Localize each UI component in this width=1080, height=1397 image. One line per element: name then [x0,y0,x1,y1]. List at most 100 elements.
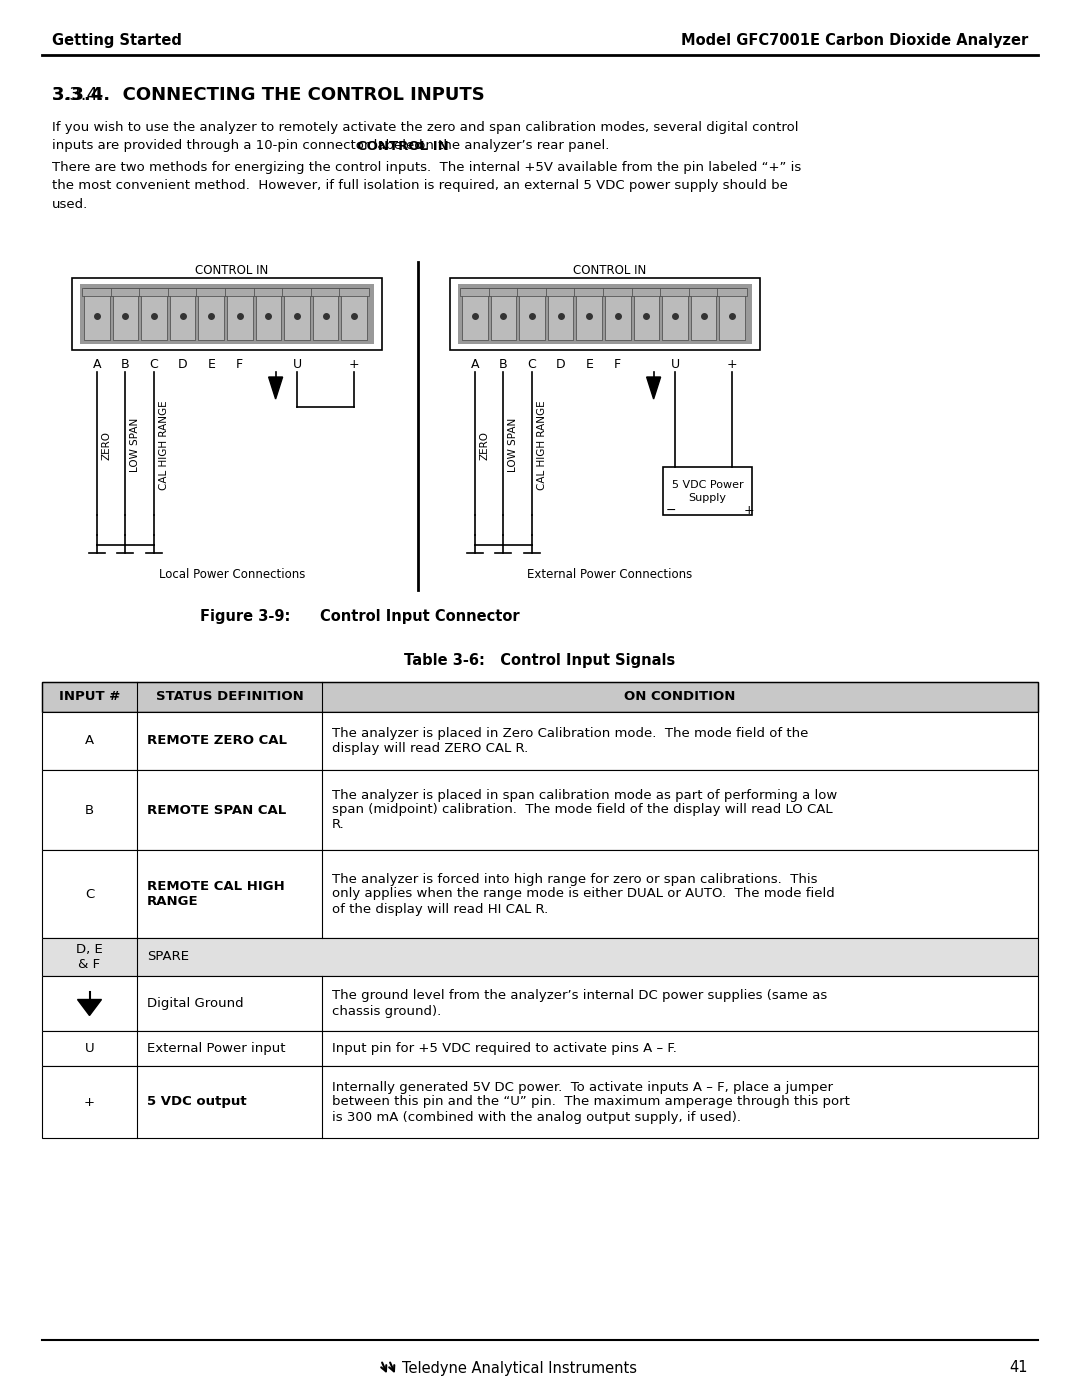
Text: F: F [615,358,621,370]
Text: Input pin for +5 VDC required to activate pins A – F.: Input pin for +5 VDC required to activat… [332,1042,677,1055]
Text: 41: 41 [1010,1361,1028,1376]
Bar [450,278,760,351]
Bar [42,682,1038,712]
Bar [545,288,576,296]
Bar [167,288,198,296]
Text: +: + [744,503,755,517]
Text: U: U [84,1042,94,1055]
Bar [225,288,255,296]
Bar [139,288,168,296]
Text: INPUT #: INPUT # [59,690,120,704]
Text: E: E [585,358,593,370]
Text: on the analyzer’s rear panel.: on the analyzer’s rear panel. [413,140,609,152]
Text: C: C [528,358,537,370]
Text: +: + [349,358,360,370]
Text: 3.3.4.  CONNECTING THE CONTROL INPUTS: 3.3.4. CONNECTING THE CONTROL INPUTS [52,87,485,103]
Bar [110,288,140,296]
Text: ZERO: ZERO [480,430,490,460]
Text: CONTROL IN: CONTROL IN [195,264,269,277]
Text: D: D [178,358,188,370]
Bar [460,288,489,296]
Polygon shape [269,377,283,400]
Text: CAL HIGH RANGE: CAL HIGH RANGE [537,401,546,490]
Bar [719,288,745,339]
Bar [577,288,602,339]
Text: D: D [556,358,566,370]
Bar [112,288,138,339]
Bar [341,288,367,339]
Text: B: B [499,358,508,370]
Bar [488,288,518,296]
Bar [313,288,338,339]
Text: CONTROL IN: CONTROL IN [357,140,449,152]
Text: B: B [121,358,130,370]
Text: A: A [471,358,480,370]
Bar [42,849,1038,937]
Text: chassis ground).: chassis ground). [332,1004,442,1017]
Text: U: U [293,358,301,370]
Bar [462,288,487,339]
Bar [42,849,1038,937]
Text: Control Input Connector: Control Input Connector [320,609,519,624]
Bar [689,288,718,296]
Bar [254,288,283,296]
Text: is 300 mA (combined with the analog output supply, if used).: is 300 mA (combined with the analog outp… [332,1111,741,1123]
Bar [141,288,166,339]
Bar [42,937,1038,977]
Bar [42,1031,1038,1066]
Text: C: C [150,358,159,370]
Text: 5 VDC Power: 5 VDC Power [672,481,743,490]
Text: The analyzer is placed in Zero Calibration mode.  The mode field of the: The analyzer is placed in Zero Calibrati… [332,726,808,740]
Text: Teledyne Analytical Instruments: Teledyne Analytical Instruments [402,1361,637,1376]
Bar [632,288,661,296]
Text: between this pin and the “U” pin.  The maximum amperage through this port: between this pin and the “U” pin. The ma… [332,1095,850,1108]
Bar [42,1066,1038,1139]
Bar [717,288,747,296]
Text: 5 VDC output: 5 VDC output [147,1095,246,1108]
Text: ON CONDITION: ON CONDITION [624,690,735,704]
Text: If you wish to use the analyzer to remotely activate the zero and span calibrati: If you wish to use the analyzer to remot… [52,122,798,134]
Text: used.: used. [52,197,89,211]
Text: A: A [93,358,102,370]
Bar [311,288,340,296]
Text: Local Power Connections: Local Power Connections [159,569,306,581]
Text: The analyzer is placed in span calibration mode as part of performing a low: The analyzer is placed in span calibrati… [332,788,837,802]
Text: the most convenient method.  However, if full isolation is required, an external: the most convenient method. However, if … [52,179,788,193]
Text: Getting Started: Getting Started [52,32,181,47]
Text: display will read ZERO CAL R.: display will read ZERO CAL R. [332,742,528,754]
Text: B: B [85,803,94,816]
Text: External Power Connections: External Power Connections [527,569,692,581]
Text: −: − [665,503,676,517]
Bar [227,288,253,339]
Text: inputs are provided through a 10-pin connector labeled: inputs are provided through a 10-pin con… [52,140,427,152]
Bar [458,284,752,344]
Text: REMOTE SPAN CAL: REMOTE SPAN CAL [147,803,286,816]
Bar [256,288,281,339]
Bar [663,467,752,515]
Text: There are two methods for energizing the control inputs.  The internal +5V avail: There are two methods for energizing the… [52,162,801,175]
Text: Supply: Supply [689,493,727,503]
Bar [42,977,1038,1031]
Text: STATUS DEFINITION: STATUS DEFINITION [156,690,303,704]
Text: & F: & F [79,957,100,971]
Text: +: + [84,1095,95,1108]
Bar [282,288,312,296]
Text: E: E [207,358,215,370]
Text: Model GFC7001E Carbon Dioxide Analyzer: Model GFC7001E Carbon Dioxide Analyzer [680,32,1028,47]
Text: of the display will read HI CAL R.: of the display will read HI CAL R. [332,902,549,915]
Text: +: + [727,358,738,370]
Polygon shape [78,999,102,1016]
Bar [339,288,369,296]
Text: Figure 3-9:: Figure 3-9: [200,609,291,624]
Text: 3.3.4.: 3.3.4. [52,87,116,103]
Text: LOW SPAN: LOW SPAN [509,418,518,472]
Bar [490,288,516,339]
Text: Digital Ground: Digital Ground [147,997,244,1010]
Bar [197,288,226,296]
Text: D, E: D, E [76,943,103,957]
Bar [42,977,1038,1031]
Bar [605,288,631,339]
Bar [170,288,195,339]
Bar [691,288,716,339]
Bar [42,712,1038,770]
